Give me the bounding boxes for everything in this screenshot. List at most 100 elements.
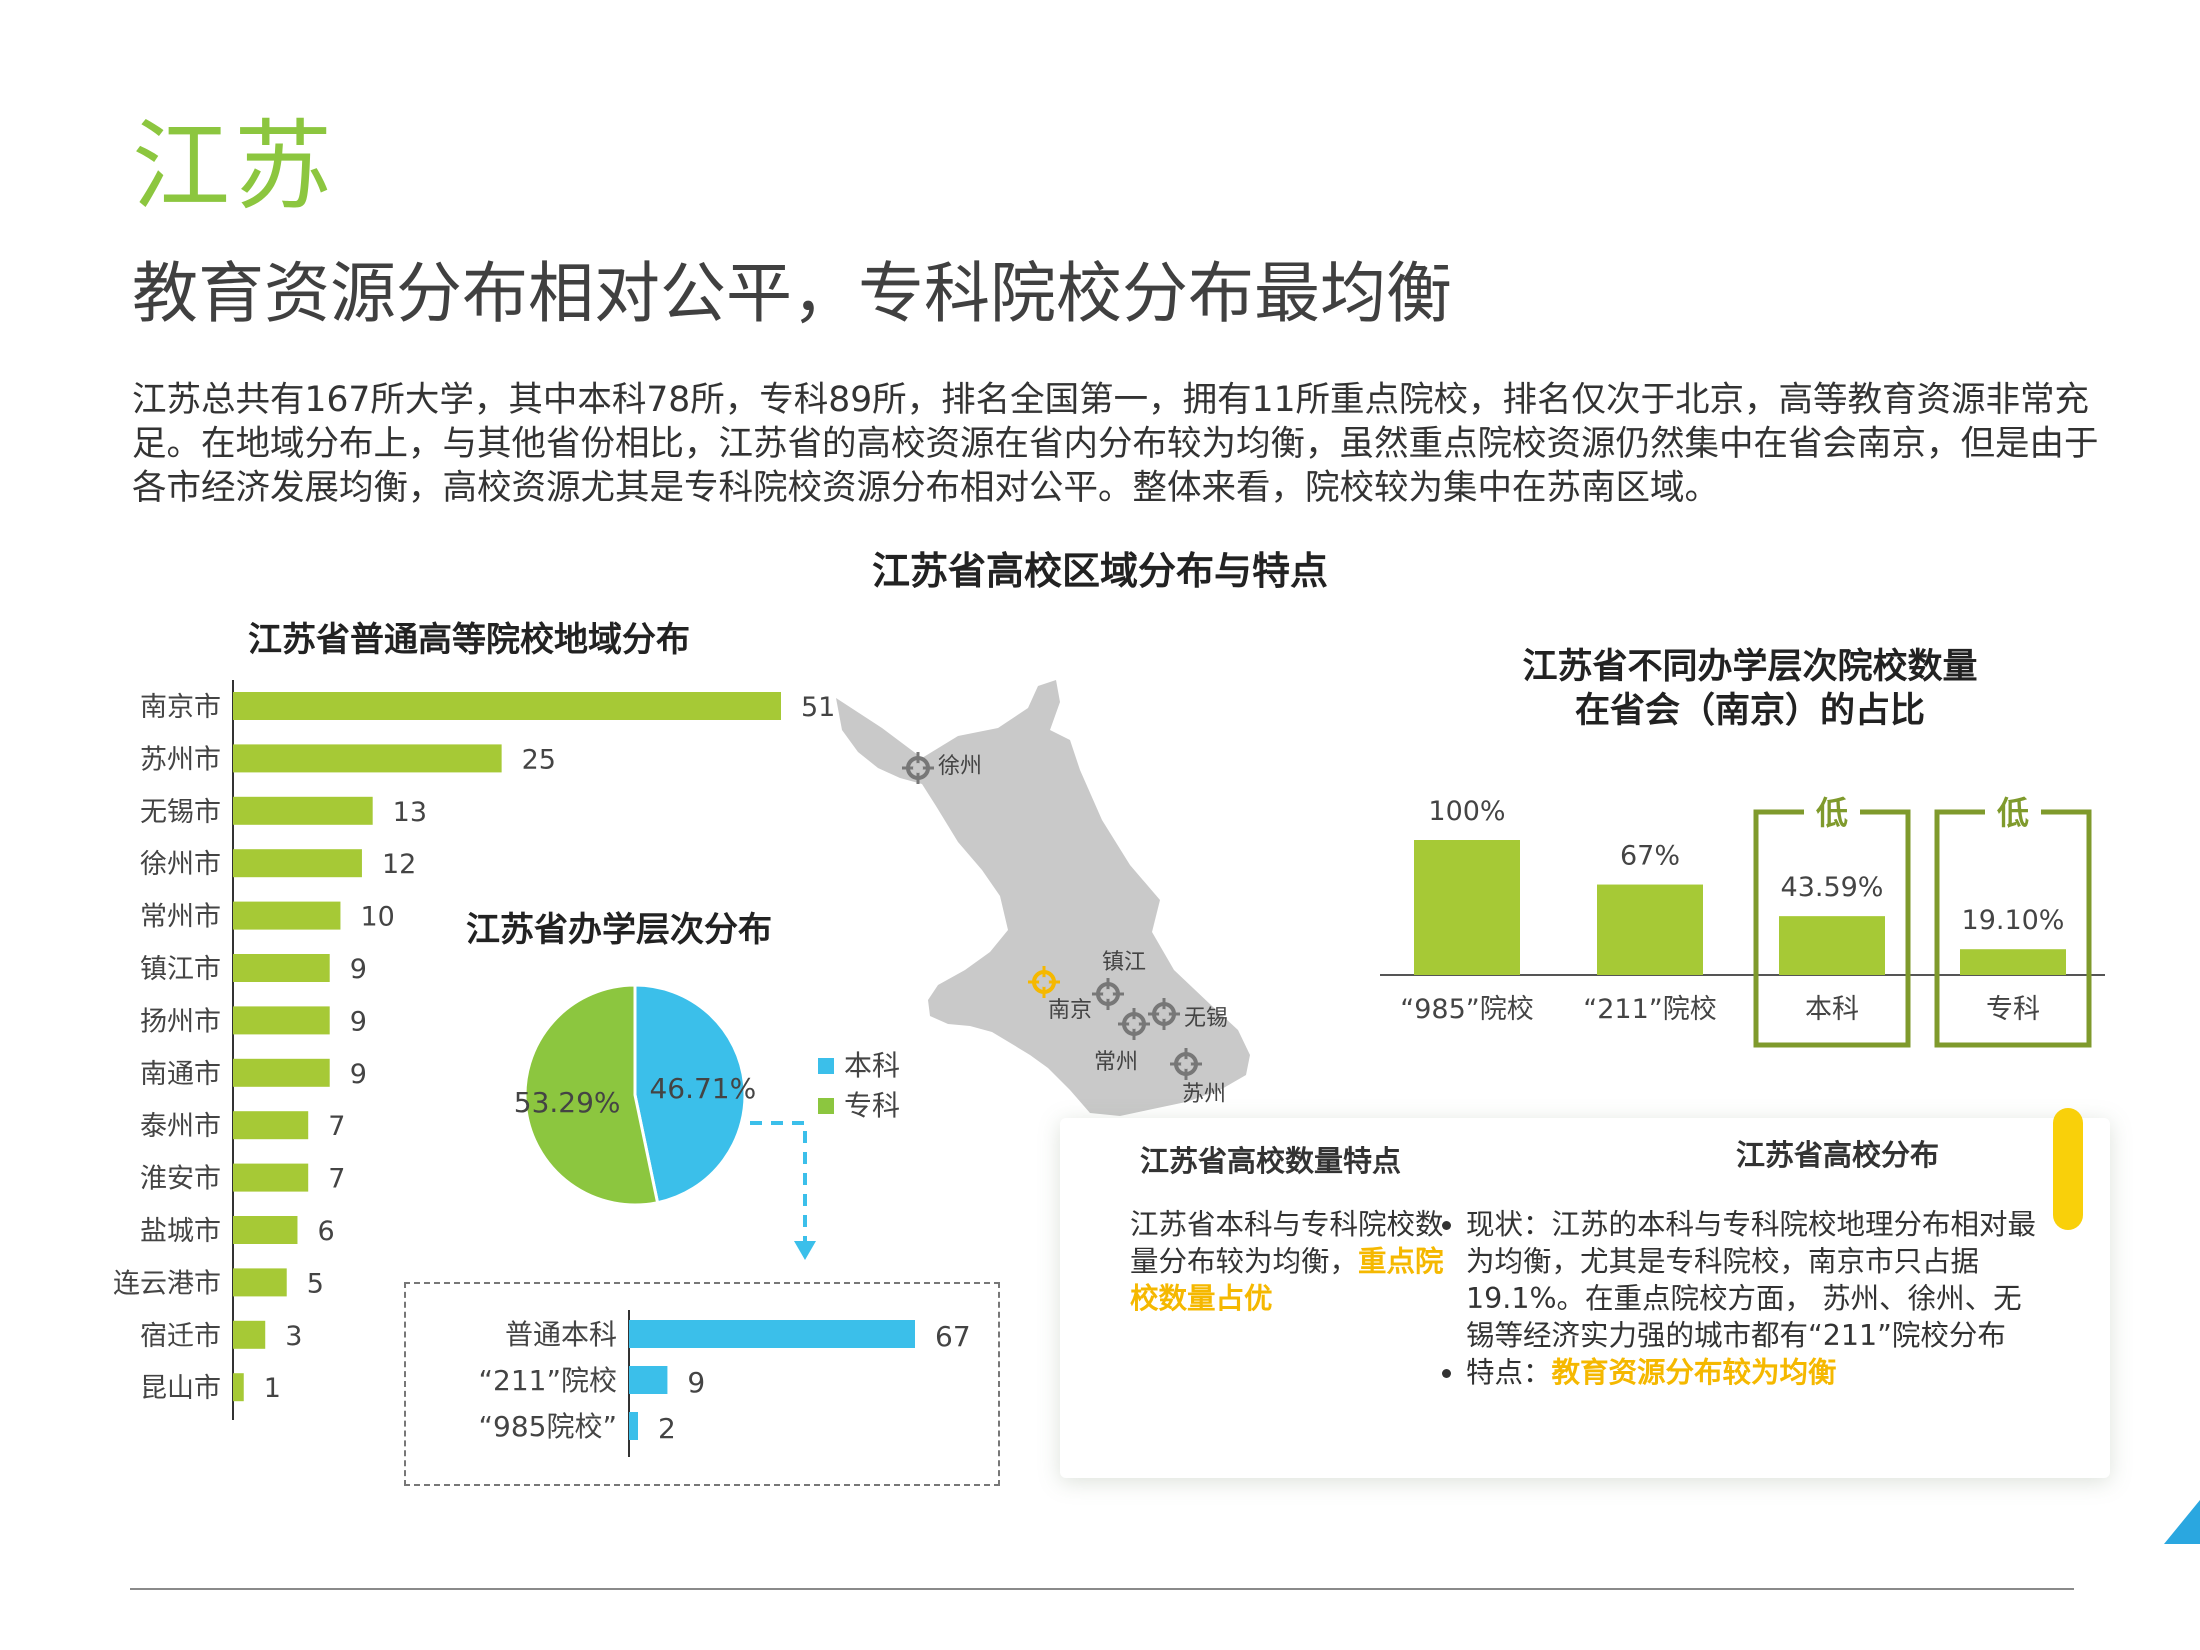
map-pin-icon [1170,1048,1202,1080]
share-category-label: “985”院校 [1400,994,1534,1025]
pie-slice [633,983,747,1205]
key-bar [629,1320,915,1348]
pie-legend-swatch [818,1058,834,1074]
card-bullet-2: 特点：教育资源分布较为均衡 [1466,1354,2040,1391]
city-bar [233,901,341,930]
city-label: 泰州市 [140,1111,221,1142]
map-pin-icon [1028,966,1060,998]
city-label: 南通市 [140,1059,221,1090]
key-category-label: “985院校” [479,1410,617,1443]
city-bar [233,1320,266,1349]
city-value-label: 3 [285,1321,302,1352]
key-value-label: 67 [935,1320,971,1353]
city-value-label: 1 [264,1373,281,1404]
city-value-label: 12 [382,849,416,880]
city-label: 宿迁市 [140,1321,221,1352]
key-colleges-box [404,1282,1000,1486]
city-bar [233,1006,330,1035]
pie-slice-label: 53.29% [514,1086,621,1119]
key-value-label: 2 [658,1412,676,1445]
city-value-label: 7 [328,1111,345,1142]
city-value-label: 6 [317,1216,334,1247]
pie-slice [523,983,660,1207]
map-city-labels: 徐州 镇江 南京 无锡 常州 苏州 [830,670,1330,1130]
city-bar [233,796,373,825]
map-pin-icon [1092,978,1124,1010]
pie-legend-swatch [818,1098,834,1114]
card-left-body: 江苏省本科与专科院校数量分布较为均衡， [1130,1208,1444,1278]
card-left-text: 江苏省本科与专科院校数量分布较为均衡，重点院校数量占优 [1130,1206,1450,1317]
city-label: 扬州市 [140,1006,221,1037]
share-value-label: 43.59% [1781,872,1884,903]
city-bar [233,954,330,982]
map-city-label: 常州 [1094,1050,1139,1075]
map-city-label: 无锡 [1184,1006,1229,1031]
map-pin-icon [1148,998,1180,1030]
share-chart-title-line-1: 江苏省不同办学层次院校数量 [1522,647,1978,687]
city-label: 徐州市 [140,849,221,880]
map-city-label: 徐州 [938,754,983,779]
pie-legend-label: 专科 [844,1089,900,1122]
pie-slice-label: 46.71% [649,1072,756,1105]
yellow-accent-bar [2053,1108,2083,1230]
map-city-label: 镇江 [1102,950,1147,975]
low-highlight-frame [1934,809,2092,1048]
card-right-text: 现状：江苏的本科与专科院校地理分布相对最为均衡，尤其是专科院校，南京市只占据19… [1440,1206,2040,1391]
share-bar [1960,949,2066,975]
info-card: 江苏省高校数量特点 江苏省高校分布 江苏省本科与专科院校数量分布较为均衡，重点院… [1060,1118,2110,1478]
intro-paragraph: 江苏总共有167所大学，其中本科78所，专科89所，排名全国第一，拥有11所重点… [132,380,2099,508]
map-pin-icon [1118,1008,1150,1040]
map-city-label: 南京 [1048,998,1093,1023]
jiangsu-province-shape [836,680,1250,1116]
city-bar [233,1216,298,1244]
connector-arrow [750,1121,816,1260]
city-bar [233,1268,287,1297]
city-bar [233,744,502,773]
low-highlight-frame [1753,809,1911,1048]
share-bar [1414,840,1520,975]
city-value-label: 9 [350,954,367,985]
city-chart-title: 江苏省普通高等院校地域分布 [248,620,690,660]
jiangsu-map [836,680,1250,1116]
city-value-label: 51 [801,692,835,723]
card-bullet-list: 现状：江苏的本科与专科院校地理分布相对最为均衡，尤其是专科院校，南京市只占据19… [1440,1206,2040,1391]
city-bar [233,1163,309,1192]
corner-triangle-decoration [2164,1500,2200,1544]
key-college-bar-chart: 普通本科 67 “211”院校 9 “985院校” 2 [479,1310,971,1457]
map-pin-icon [902,752,934,784]
city-label: 苏州市 [140,744,221,775]
city-label: 昆山市 [140,1373,221,1404]
key-category-label: “211”院校 [479,1364,617,1397]
city-label: 南京市 [140,692,221,723]
footer-divider [130,1588,2074,1590]
city-label: 盐城市 [140,1216,221,1247]
city-label: 常州市 [140,902,221,933]
low-annotation: 低 [1816,794,1848,832]
arrow-down-icon [794,1241,816,1260]
card-bullet-1: 现状：江苏的本科与专科院校地理分布相对最为均衡，尤其是专科院校，南京市只占据19… [1466,1206,2040,1354]
card-bullet-2-prefix: 特点： [1466,1356,1552,1389]
city-bar [233,1111,309,1140]
city-value-label: 9 [350,1059,367,1090]
card-right-heading: 江苏省高校分布 [1736,1138,1940,1172]
share-value-label: 67% [1620,841,1680,872]
province-title: 江苏 [132,110,337,224]
city-bar [233,692,781,720]
share-chart-title-line-2: 在省会（南京）的占比 [1574,691,1925,731]
main-chart-title: 江苏省高校区域分布与特点 [871,549,1328,593]
key-bar [629,1366,668,1394]
city-bar [233,1058,330,1087]
share-value-label: 19.10% [1962,905,2065,936]
key-category-label: 普通本科 [505,1318,617,1351]
city-value-label: 7 [328,1164,345,1195]
share-bar [1779,916,1885,975]
low-annotation: 低 [1997,794,2029,832]
share-category-label: “211”院校 [1583,994,1717,1025]
share-category-label: 专科 [1986,994,2040,1025]
city-bar [233,849,362,878]
share-bar-chart: 100% “985”院校 67% “211”院校 43.59% 本科 19.10% 专科 低 低 [1380,794,2105,1048]
level-pie-title: 江苏省办学层次分布 [466,910,772,950]
card-left-highlight: 重点院校数量占优 [1130,1245,1444,1315]
